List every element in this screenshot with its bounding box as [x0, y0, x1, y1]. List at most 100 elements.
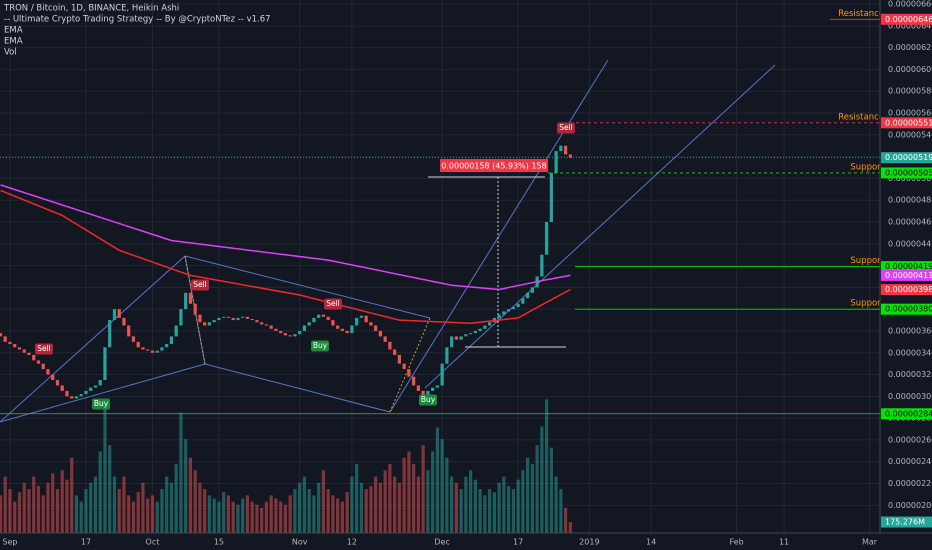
- candle-body: [222, 316, 226, 318]
- candle-body: [269, 325, 273, 329]
- candle-body: [397, 354, 401, 364]
- volume-bar: [193, 470, 197, 533]
- signal-box: [419, 394, 437, 406]
- candle-body: [260, 322, 264, 325]
- y-tick-label: 0.00000300: [888, 392, 932, 401]
- candle-body: [307, 322, 311, 326]
- y-tick-label: 0.00000480: [888, 196, 932, 205]
- legend-entry: EMA: [4, 37, 23, 47]
- candle-body: [241, 316, 245, 318]
- candle-body: [0, 333, 3, 337]
- x-tick-label: 12: [347, 538, 357, 547]
- volume-bar: [17, 492, 22, 533]
- trend-line: [0, 255, 186, 423]
- candle-body: [388, 341, 392, 350]
- candle-body: [374, 325, 378, 331]
- volume-bar: [103, 399, 107, 533]
- volume-bar: [497, 482, 501, 533]
- volume-bar: [445, 457, 449, 533]
- volume-bar: [283, 504, 288, 533]
- y-tick-label: 0.00000440: [888, 239, 932, 248]
- fib-line: [389, 317, 431, 413]
- candle-body: [13, 344, 17, 348]
- volume-bar: [321, 470, 326, 533]
- volume-bar: [530, 464, 534, 533]
- volume-bar: [412, 464, 416, 533]
- volume-bar: [188, 457, 193, 533]
- ema-line: [0, 189, 571, 325]
- volume-bar: [383, 470, 387, 533]
- candle-body: [103, 347, 107, 380]
- volume-bar: [426, 470, 430, 533]
- candle-body: [283, 333, 288, 336]
- volume-bar: [93, 476, 98, 533]
- volume-bar: [98, 451, 102, 533]
- candle-body: [155, 350, 159, 353]
- price-tag-label: 0.00000284: [885, 409, 932, 418]
- volume-bar: [374, 476, 378, 533]
- candle-body: [60, 385, 64, 391]
- price-tag-label: 0.00000505: [885, 168, 932, 177]
- signal-box: [92, 398, 110, 410]
- candle-body: [478, 328, 482, 331]
- y-tick-label: 0.00000460: [888, 217, 932, 226]
- volume-bar: [51, 473, 55, 533]
- price-tag: [881, 261, 932, 273]
- candle-body: [108, 320, 112, 348]
- volume-bar: [89, 482, 93, 533]
- volume-bar: [521, 470, 525, 533]
- candle-body: [469, 333, 473, 335]
- candle-body: [336, 325, 340, 329]
- volume-bar: [359, 482, 364, 533]
- price-tag: [881, 167, 932, 179]
- y-tick-label: 0.00000220: [888, 479, 932, 488]
- measure-label: 0.00000158 (45.93%) 158: [441, 162, 546, 171]
- volume-bar: [55, 489, 60, 533]
- x-tick-label: 11: [779, 538, 789, 547]
- candle-body: [473, 330, 477, 334]
- volume-bar: [217, 501, 221, 533]
- candle-layer: [0, 18, 880, 415]
- volume-bar: [127, 495, 131, 533]
- candle-body: [312, 317, 316, 323]
- indicator-name: -- Ultimate Crypto Trading Strategy -- B…: [4, 15, 271, 25]
- y-tick-label: 0.00000540: [888, 130, 932, 139]
- candle-body: [226, 316, 231, 318]
- legend-entry: Vol: [4, 48, 17, 58]
- volume-bar: [112, 476, 117, 533]
- candle-body: [217, 317, 221, 321]
- candle-body: [421, 390, 425, 397]
- volume-bar: [155, 501, 159, 533]
- y-tick-label: 0.00000580: [888, 87, 932, 96]
- volume-bar: [516, 479, 520, 533]
- candle-body: [51, 374, 55, 380]
- y-tick-label: 0.00000640: [888, 21, 932, 30]
- volume-bar: [317, 482, 321, 533]
- volume-bar: [402, 457, 406, 533]
- level-name: Support: [850, 299, 884, 309]
- candle-body: [402, 363, 406, 370]
- volume-bar: [450, 476, 454, 533]
- y-tick-label: 0.00000560: [888, 109, 932, 118]
- candle-body: [521, 298, 525, 304]
- volume-bar: [293, 489, 297, 533]
- signal-label: Sell: [326, 299, 340, 308]
- volume-bar: [22, 482, 26, 533]
- ema-line: [0, 184, 571, 291]
- volume-bar: [264, 501, 269, 533]
- volume-bar: [407, 451, 411, 533]
- volume-bar: [312, 495, 316, 533]
- candle-body: [169, 336, 174, 345]
- candle-body: [331, 320, 335, 326]
- volume-bar: [65, 479, 69, 533]
- volume-bar: [393, 476, 397, 533]
- volume-bar: [131, 501, 136, 533]
- candle-body: [526, 292, 530, 299]
- volume-bar: [421, 445, 425, 533]
- candle-body: [46, 369, 50, 375]
- candle-body: [193, 303, 197, 315]
- candle-body: [136, 341, 140, 348]
- volume-bar: [483, 495, 487, 533]
- candle-body: [93, 385, 98, 388]
